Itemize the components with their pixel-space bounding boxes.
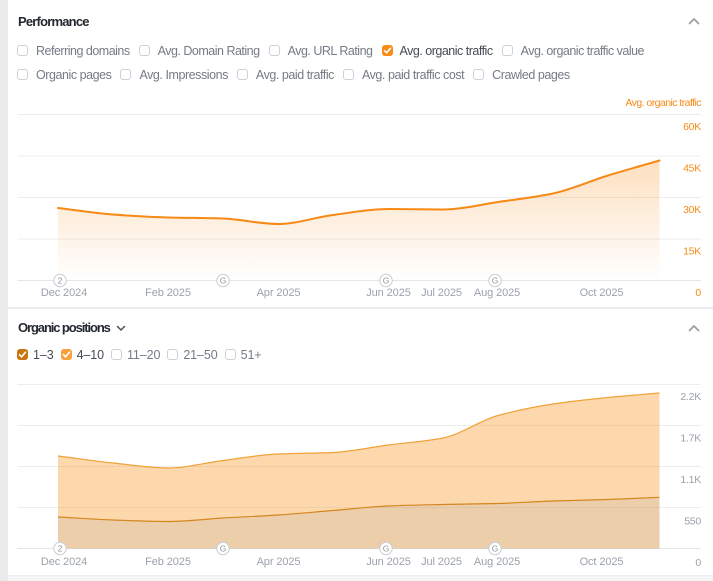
svg-text:Jul 2025: Jul 2025	[421, 287, 462, 299]
svg-text:G: G	[492, 544, 499, 554]
svg-text:0: 0	[695, 557, 701, 569]
svg-text:60K: 60K	[683, 121, 701, 133]
svg-text:Jul 2025: Jul 2025	[421, 556, 462, 568]
svg-text:2: 2	[58, 544, 63, 554]
svg-text:45K: 45K	[683, 163, 701, 175]
svg-text:30K: 30K	[683, 204, 701, 216]
svg-text:G: G	[220, 276, 227, 286]
svg-text:Dec 2024: Dec 2024	[41, 556, 87, 568]
svg-text:2: 2	[58, 276, 63, 286]
svg-text:1.1K: 1.1K	[680, 474, 701, 486]
svg-text:Apr 2025: Apr 2025	[257, 287, 301, 299]
svg-text:1.7K: 1.7K	[680, 433, 701, 445]
svg-text:0: 0	[695, 287, 701, 299]
svg-text:15K: 15K	[683, 246, 701, 258]
svg-text:Apr 2025: Apr 2025	[257, 556, 301, 568]
svg-text:Jun 2025: Jun 2025	[366, 556, 410, 568]
svg-text:Dec 2024: Dec 2024	[41, 287, 87, 299]
svg-text:Feb 2025: Feb 2025	[145, 287, 191, 299]
svg-text:Aug 2025: Aug 2025	[474, 556, 520, 568]
svg-text:Avg. organic traffic: Avg. organic traffic	[625, 97, 701, 109]
svg-text:G: G	[383, 276, 390, 286]
svg-text:G: G	[220, 544, 227, 554]
svg-text:Feb 2025: Feb 2025	[145, 556, 191, 568]
svg-text:Oct 2025: Oct 2025	[580, 556, 624, 568]
svg-text:G: G	[383, 544, 390, 554]
svg-text:550: 550	[684, 516, 701, 528]
svg-text:Aug 2025: Aug 2025	[474, 287, 520, 299]
svg-text:2.2K: 2.2K	[680, 391, 701, 403]
svg-text:G: G	[492, 276, 499, 286]
svg-text:Oct 2025: Oct 2025	[580, 287, 624, 299]
svg-text:Jun 2025: Jun 2025	[366, 287, 410, 299]
